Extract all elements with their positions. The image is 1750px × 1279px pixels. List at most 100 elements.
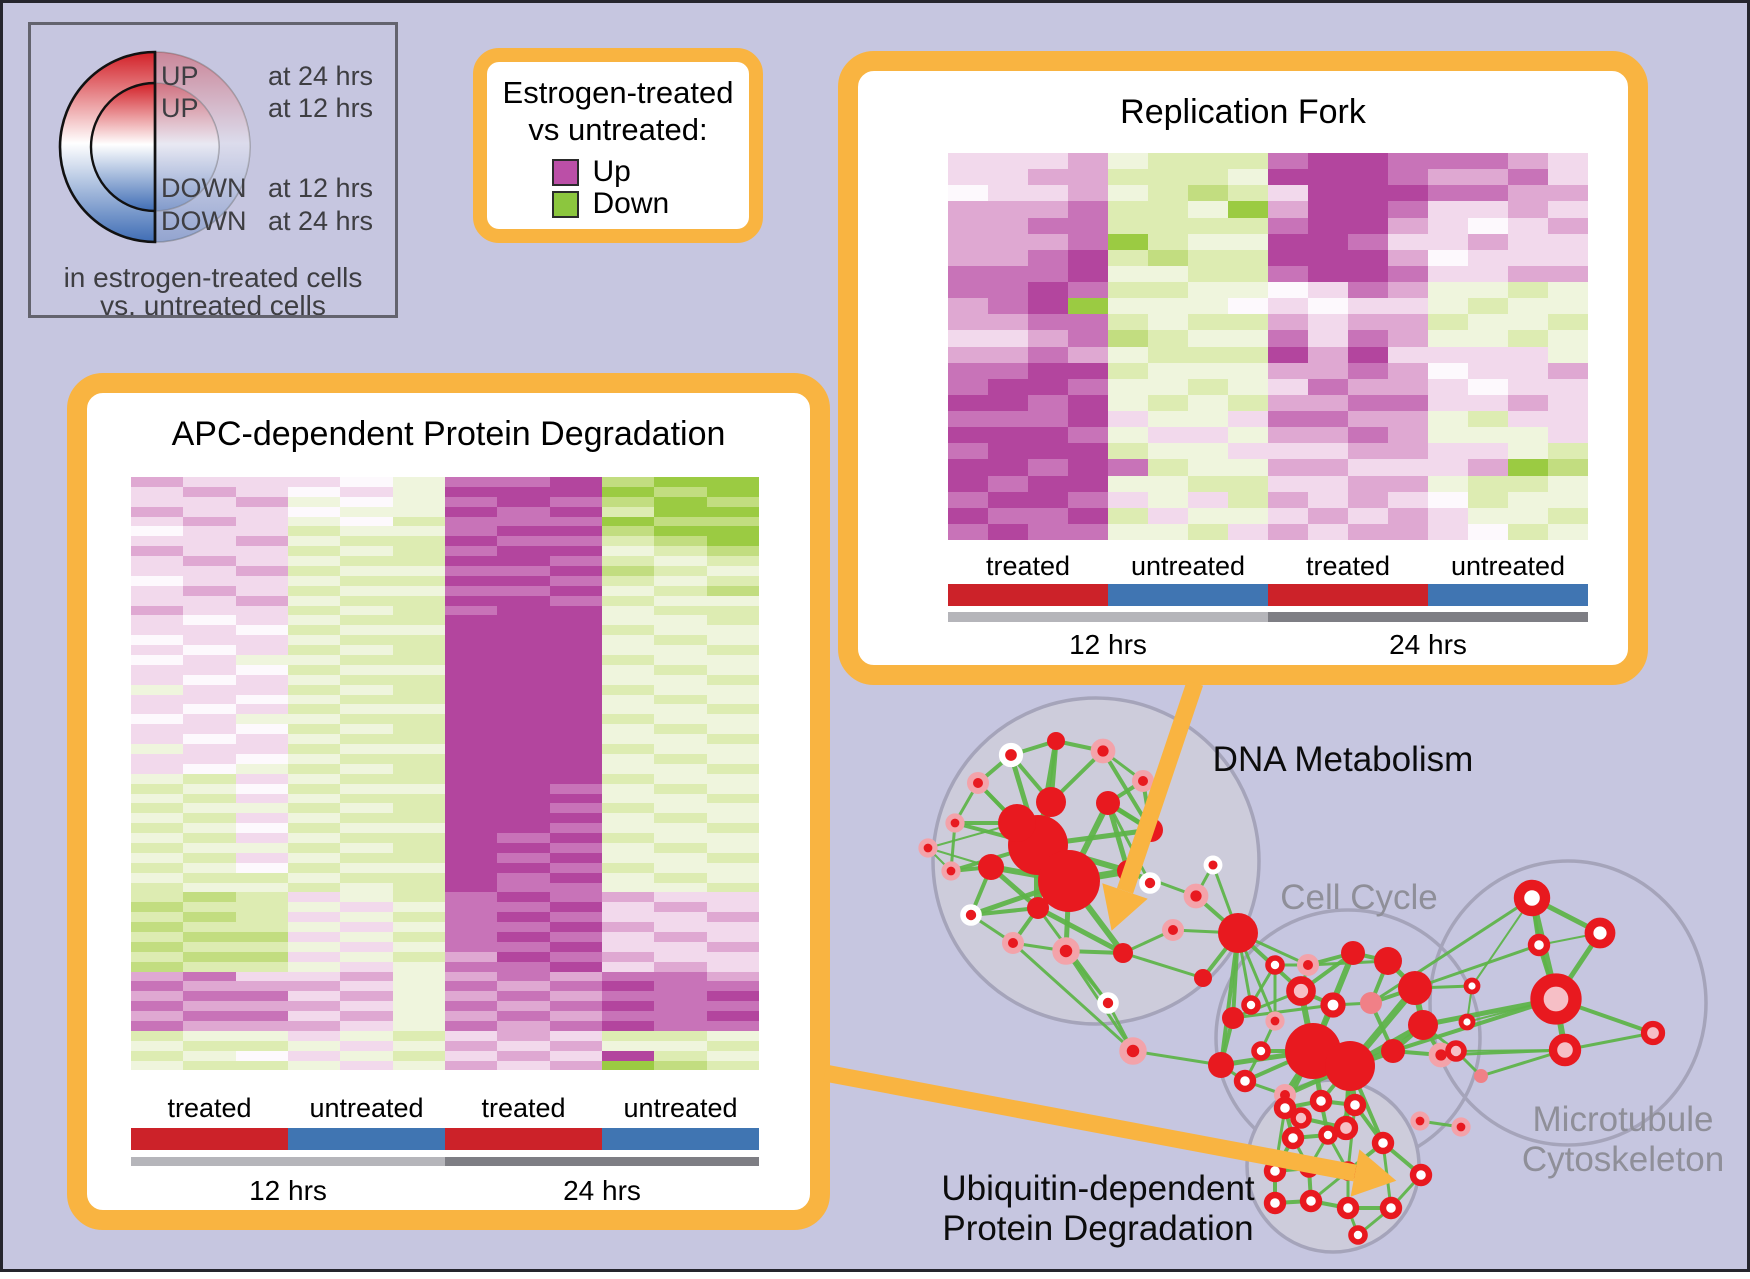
legend-swatch-up: [551, 158, 579, 186]
heatmap-cell: [948, 185, 988, 202]
heatmap-cell: [1068, 282, 1108, 299]
heatmap-cell: [392, 1001, 445, 1012]
heatmap-cell: [287, 734, 341, 745]
heatmap-cell: [392, 664, 445, 675]
heatmap-cell: [1548, 427, 1588, 444]
updown-legend-items: Up Down: [487, 155, 749, 220]
heatmap-cell: [235, 931, 288, 942]
heatmap-cell: [654, 892, 707, 903]
heatmap-cell: [287, 783, 341, 794]
heatmap-cell: [706, 595, 759, 606]
heatmap-cell: [601, 1001, 655, 1012]
heatmap-cell: [1548, 298, 1588, 315]
heatmap-cell: [1108, 378, 1148, 395]
heatmap-cell: [1428, 153, 1468, 170]
heatmap-cell: [235, 753, 288, 764]
heatmap-cell: [1148, 459, 1188, 476]
heatmap-cell: [948, 507, 988, 524]
heatmap-cell: [549, 951, 602, 962]
replication-fork-time-labels: 12 hrs 24 hrs: [948, 629, 1588, 661]
heatmap-cell: [1428, 491, 1468, 508]
group-label-3: untreated: [1450, 551, 1566, 581]
heatmap-cell: [392, 684, 445, 695]
heatmap-cell: [183, 981, 236, 992]
network-node-d20: [1203, 855, 1223, 875]
heatmap-cell: [444, 872, 498, 883]
heatmap-cell: [497, 566, 550, 576]
heatmap-cell: [497, 1050, 550, 1061]
heatmap-cell: [392, 566, 445, 576]
heatmap-cell: [131, 615, 184, 626]
heatmap-cell: [1188, 411, 1228, 428]
heatmap-cell: [392, 902, 445, 913]
heatmap-cell: [601, 566, 655, 576]
heatmap-cell: [287, 1060, 341, 1071]
network-edge: [1106, 801, 1152, 885]
heatmap-cell: [287, 655, 341, 665]
heatmap-cell: [549, 595, 602, 606]
network-edge: [1455, 1049, 1566, 1052]
heatmap-cell: [497, 1030, 550, 1041]
heatmap-cell: [549, 753, 602, 764]
heatmap-cell: [183, 1011, 236, 1021]
heatmap-cell: [1348, 507, 1388, 524]
heatmap-row: [948, 507, 1588, 524]
heatmap-cell: [444, 813, 498, 824]
heatmap-cell: [549, 961, 602, 972]
heatmap-cell: [1108, 265, 1148, 282]
heatmap-row: [131, 922, 759, 932]
heatmap-cell: [392, 1020, 445, 1031]
heatmap-cell: [549, 763, 602, 774]
network-node-d13: [941, 861, 961, 881]
heatmap-cell: [131, 477, 184, 487]
heatmap-cell: [392, 941, 445, 952]
heatmap-cell: [497, 961, 550, 972]
heatmap-cell: [131, 842, 184, 853]
heatmap-cell: [340, 1001, 393, 1012]
heatmap-cell: [1268, 233, 1308, 250]
heatmap-cell: [601, 546, 655, 557]
heatmap-cell: [549, 1060, 602, 1071]
heatmap-cell: [131, 941, 184, 952]
heatmap-cell: [235, 536, 288, 547]
heatmap-cell: [131, 714, 184, 725]
apc-heatmap-panel: APC-dependent Protein Degradation treate…: [67, 373, 830, 1230]
heatmap-cell: [340, 892, 393, 903]
heatmap-cell: [340, 684, 393, 695]
heatmap-row: [131, 635, 759, 646]
heatmap-cell: [948, 523, 988, 540]
heatmap-cell: [392, 486, 445, 497]
heatmap-cell: [1228, 394, 1268, 411]
heatmap-cell: [601, 724, 655, 735]
heatmap-cell: [340, 852, 393, 863]
heatmap-cell: [601, 991, 655, 1002]
heatmap-cell: [131, 526, 184, 537]
heatmap-cell: [1108, 523, 1148, 540]
heatmap-cell: [549, 486, 602, 497]
heatmap-cell: [183, 823, 236, 834]
heatmap-row: [948, 249, 1588, 266]
heatmap-row: [131, 981, 759, 992]
heatmap-cell: [340, 575, 393, 586]
heatmap-cell: [497, 506, 550, 517]
heatmap-cell: [601, 763, 655, 774]
heatmap-cell: [444, 912, 498, 923]
heatmap-cell: [497, 694, 550, 705]
scale-circles-graphic: UP at 24 hrs UP at 12 hrs DOWN at 12 hrs…: [58, 50, 373, 315]
heatmap-cell: [392, 803, 445, 814]
heatmap-cell: [235, 684, 288, 695]
heatmap-cell: [183, 922, 236, 932]
heatmap-cell: [340, 605, 393, 616]
group-label-2: treated: [481, 1093, 566, 1123]
heatmap-cell: [340, 625, 393, 636]
heatmap-cell: [1268, 411, 1308, 428]
heatmap-cell: [1548, 169, 1588, 186]
heatmap-cell: [287, 684, 341, 695]
heatmap-cell: [1228, 249, 1268, 266]
heatmap-cell: [444, 951, 498, 962]
network-node-u4: [1318, 1125, 1338, 1145]
heatmap-cell: [1028, 282, 1068, 299]
heatmap-cell: [948, 362, 988, 379]
heatmap-cell: [1428, 362, 1468, 379]
heatmap-cell: [1548, 265, 1588, 282]
